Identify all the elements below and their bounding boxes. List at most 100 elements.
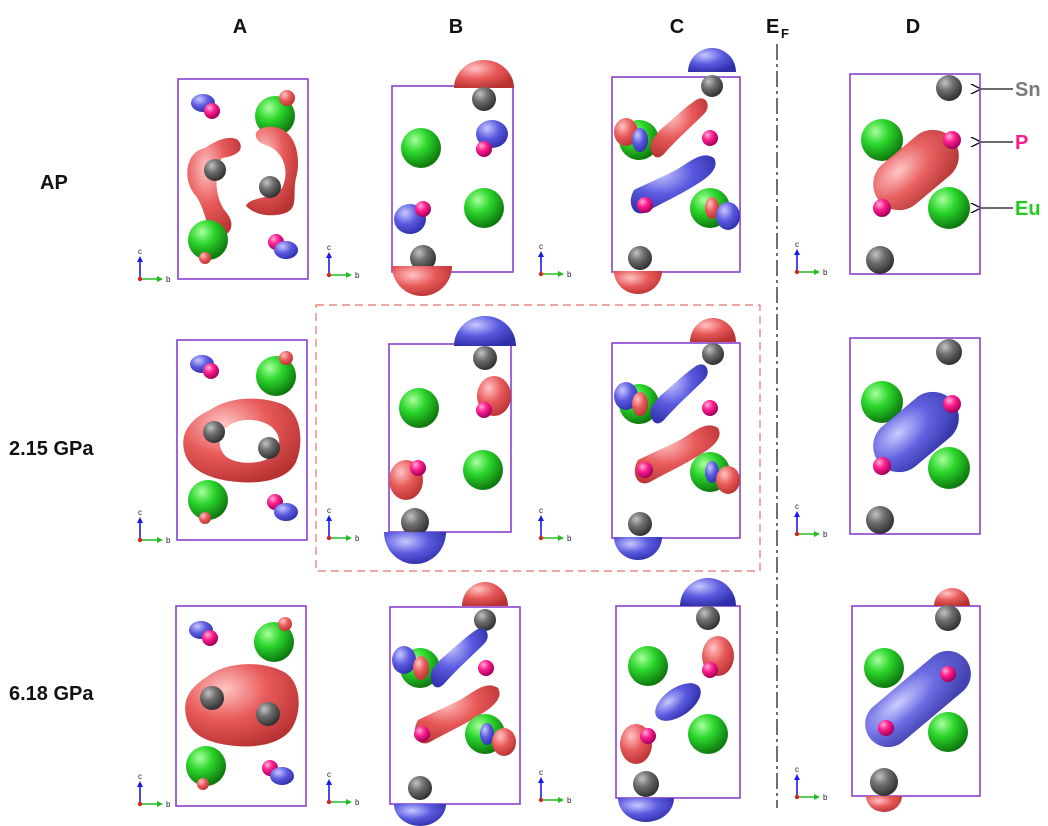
sn-atom: [259, 176, 281, 198]
c-axis-arrowhead: [137, 517, 143, 523]
sn-atom: [410, 245, 436, 271]
eu-atom: [399, 388, 439, 428]
sn-atom: [472, 87, 496, 111]
sn-atom: [702, 343, 724, 365]
b-axis-arrowhead: [157, 801, 163, 807]
p-atom: [203, 363, 219, 379]
unit-cell-frame: [389, 606, 521, 805]
blue-lobe: [274, 503, 298, 521]
blue-lobe: [480, 723, 494, 745]
panel-d-6-18-gpa: [851, 588, 981, 812]
eu-atom: [928, 447, 970, 489]
axis-origin: [794, 794, 800, 800]
sn-atom: [628, 512, 652, 536]
axis-origin: [326, 535, 332, 541]
b-axis-label: b: [823, 530, 828, 539]
sn-atom: [408, 776, 432, 800]
red-lobe: [690, 318, 736, 342]
blue-lobe: [384, 532, 446, 564]
b-axis-label: b: [567, 796, 572, 805]
axis-origin: [326, 799, 332, 805]
red-lobe: [632, 392, 648, 416]
red-lobe: [197, 778, 209, 790]
unit-cell-frame: [851, 605, 981, 797]
sn-atom: [200, 686, 224, 710]
red-lobe: [454, 60, 514, 88]
c-axis-label: c: [539, 242, 543, 251]
c-axis-arrowhead: [794, 511, 800, 517]
blue-lobe: [430, 628, 488, 688]
axis-indicator: cb: [538, 768, 572, 805]
fermi-level-label: E F: [766, 16, 789, 41]
c-axis-arrowhead: [137, 256, 143, 262]
b-axis-arrowhead: [157, 537, 163, 543]
legend-label-p: P: [1015, 132, 1028, 154]
unit-cell-frame: [388, 343, 512, 533]
b-axis-arrowhead: [157, 276, 163, 282]
blue-lobe: [705, 461, 719, 483]
axis-indicator: cb: [326, 770, 360, 807]
c-axis-label: c: [795, 765, 799, 774]
blue-lobe: [454, 316, 516, 346]
b-axis-arrowhead: [346, 799, 352, 805]
red-lobe: [614, 271, 662, 294]
row-label-ap: AP: [40, 172, 68, 194]
b-axis-arrowhead: [814, 794, 820, 800]
sn-atom: [696, 606, 720, 630]
eu-atom: [254, 622, 294, 662]
c-axis-arrowhead: [538, 515, 544, 521]
b-axis-label: b: [355, 271, 360, 280]
p-atom: [476, 402, 492, 418]
p-atom: [940, 666, 956, 682]
b-axis-label: b: [166, 536, 171, 545]
p-atom: [702, 130, 718, 146]
b-axis-arrowhead: [814, 531, 820, 537]
row-label-2-15-gpa: 2.15 GPa: [9, 438, 94, 460]
c-axis-label: c: [539, 768, 543, 777]
blue-lobe: [392, 646, 416, 674]
blue-lobe: [688, 48, 736, 72]
eu-atom: [464, 188, 504, 228]
b-axis-arrowhead: [558, 271, 564, 277]
b-axis-label: b: [166, 275, 171, 284]
unit-cell-frame: [611, 76, 741, 273]
c-axis-arrowhead: [137, 781, 143, 787]
fermi-level-label-main: E: [766, 16, 779, 38]
unit-cell-frame: [175, 605, 307, 807]
red-lobe: [634, 425, 720, 484]
row-label-6-18-gpa: 6.18 GPa: [9, 683, 94, 705]
c-axis-label: c: [539, 506, 543, 515]
b-axis-label: b: [166, 800, 171, 809]
unit-cell-frame: [615, 605, 741, 799]
panel-b-6-18-gpa: [389, 582, 521, 826]
axis-indicator: cb: [137, 772, 171, 809]
red-lobe: [183, 398, 301, 483]
eu-atom: [928, 712, 968, 752]
sn-atom: [701, 75, 723, 97]
sn-atom: [866, 246, 894, 274]
panel-c-ap: [611, 48, 741, 294]
sn-atom: [935, 605, 961, 631]
c-axis-arrowhead: [326, 252, 332, 258]
eu-atom: [861, 381, 903, 423]
blue-lobe: [274, 241, 298, 259]
eu-atom: [188, 480, 228, 520]
sn-atom: [203, 421, 225, 443]
p-atom: [204, 103, 220, 119]
blue-lobe: [618, 798, 674, 822]
sn-atom: [474, 609, 496, 631]
axis-indicator: cb: [794, 765, 828, 802]
column-label-c: C: [670, 16, 684, 38]
atom-legend: Sn P Eu: [980, 79, 1041, 220]
p-atom: [415, 201, 431, 217]
axis-origin: [538, 797, 544, 803]
blue-lobe: [632, 128, 648, 152]
b-axis-label: b: [823, 268, 828, 277]
column-label-b: B: [449, 16, 463, 38]
unit-cell-frame: [391, 85, 514, 273]
axis-indicator: cb: [794, 502, 828, 539]
panel-b-ap: [391, 60, 514, 296]
c-axis-label: c: [327, 770, 331, 779]
red-lobe: [705, 197, 719, 219]
